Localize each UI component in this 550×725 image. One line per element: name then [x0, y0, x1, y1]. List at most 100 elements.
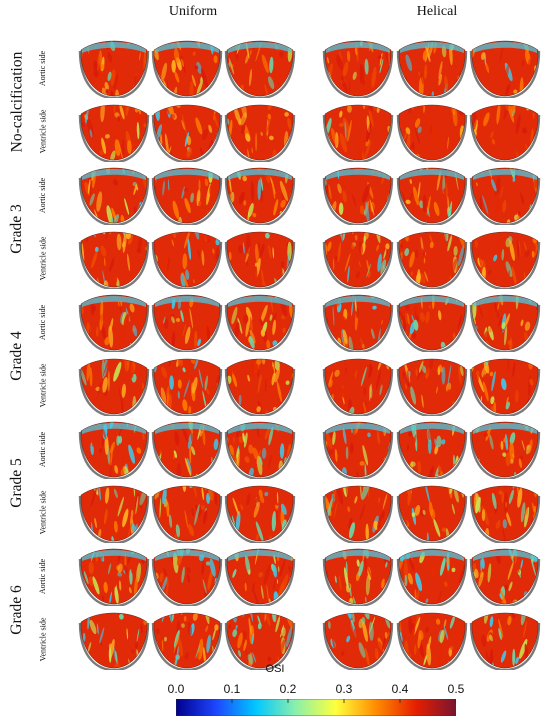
grade-label: No-calcification — [4, 38, 30, 165]
valve-leaflet — [224, 548, 296, 606]
valve-leaflet — [224, 421, 296, 479]
colorbar-title: OSI — [265, 663, 285, 675]
valve-leaflet — [469, 548, 541, 606]
header-helical: Helical — [416, 4, 458, 19]
colorbar-tick-label: 0.1 — [223, 682, 241, 696]
side-label: Aortic side — [32, 38, 54, 98]
grade-label: Grade 3 — [4, 165, 30, 292]
valve-leaflet — [469, 421, 541, 479]
valve-leaflet — [322, 231, 394, 289]
side-label: Aortic side — [32, 165, 54, 225]
side-label-text: Aortic side — [38, 304, 48, 340]
side-label-text: Aortic side — [38, 431, 48, 467]
valve-leaflet — [78, 104, 150, 162]
valve-leaflet — [396, 485, 468, 543]
side-label-text: Ventricle side — [38, 617, 48, 662]
valve-leaflet — [469, 231, 541, 289]
valve-leaflet — [151, 294, 223, 352]
valve-leaflet — [151, 421, 223, 479]
valve-leaflet — [78, 358, 150, 416]
valve-leaflet — [322, 612, 394, 670]
valve-leaflet — [322, 421, 394, 479]
grade-label-text: No-calcification — [8, 51, 26, 152]
grade-label: Grade 6 — [4, 546, 30, 673]
valve-leaflet — [469, 104, 541, 162]
valve-leaflet — [322, 548, 394, 606]
side-label: Ventricle side — [32, 483, 54, 543]
header-uniform: Uniform — [168, 4, 218, 19]
valve-leaflet — [322, 485, 394, 543]
valve-leaflet — [151, 358, 223, 416]
side-label: Ventricle side — [32, 229, 54, 289]
grade-label: Grade 5 — [4, 419, 30, 546]
side-label: Ventricle side — [32, 610, 54, 670]
valve-leaflet — [396, 167, 468, 225]
valve-leaflet — [78, 231, 150, 289]
valve-leaflet — [469, 294, 541, 352]
valve-leaflet — [224, 231, 296, 289]
valve-leaflet — [469, 485, 541, 543]
valve-leaflet — [322, 40, 394, 98]
valve-leaflet — [78, 548, 150, 606]
side-label-text: Aortic side — [38, 558, 48, 594]
valve-leaflet — [78, 612, 150, 670]
valve-leaflet — [151, 548, 223, 606]
colorbar-tick-label: 0.4 — [391, 682, 409, 696]
valve-leaflet — [224, 485, 296, 543]
valve-leaflet — [322, 167, 394, 225]
valve-leaflet — [322, 104, 394, 162]
valve-leaflet — [151, 104, 223, 162]
valve-leaflet — [224, 612, 296, 670]
valve-leaflet — [469, 40, 541, 98]
side-label: Aortic side — [32, 419, 54, 479]
colorbar-tick-label: 0.5 — [447, 682, 465, 696]
valve-leaflet — [78, 294, 150, 352]
colorbar-tick-label: 0.0 — [167, 682, 185, 696]
valve-leaflet — [396, 421, 468, 479]
valve-leaflet — [151, 612, 223, 670]
valve-leaflet — [469, 167, 541, 225]
valve-leaflet — [469, 358, 541, 416]
valve-leaflet — [396, 358, 468, 416]
valve-leaflet — [78, 421, 150, 479]
valve-leaflet — [396, 40, 468, 98]
valve-leaflet — [224, 104, 296, 162]
side-label: Ventricle side — [32, 356, 54, 416]
side-label-text: Ventricle side — [38, 236, 48, 281]
valve-leaflet — [78, 40, 150, 98]
valve-leaflet — [224, 294, 296, 352]
side-label: Aortic side — [32, 292, 54, 352]
valve-leaflet — [469, 612, 541, 670]
side-label: Aortic side — [32, 546, 54, 606]
valve-leaflet — [322, 358, 394, 416]
grade-label-text: Grade 5 — [8, 457, 25, 508]
valve-leaflet — [151, 485, 223, 543]
valve-leaflet — [151, 231, 223, 289]
colorbar-tick-label: 0.2 — [279, 682, 297, 696]
valve-leaflet — [396, 104, 468, 162]
valve-leaflet — [151, 167, 223, 225]
valve-leaflet — [322, 294, 394, 352]
side-label-text: Ventricle side — [38, 109, 48, 154]
grade-label-text: Grade 3 — [8, 203, 25, 254]
side-label: Ventricle side — [32, 102, 54, 162]
grade-label-text: Grade 6 — [8, 584, 25, 635]
valve-leaflet — [396, 548, 468, 606]
side-label-text: Aortic side — [38, 177, 48, 213]
side-label-text: Aortic side — [38, 50, 48, 86]
colorbar-tick-label: 0.3 — [335, 682, 353, 696]
valve-leaflet — [224, 167, 296, 225]
valve-leaflet — [396, 231, 468, 289]
valve-leaflet — [151, 40, 223, 98]
side-label-text: Ventricle side — [38, 363, 48, 408]
grade-label-text: Grade 4 — [8, 330, 25, 381]
valve-leaflet — [224, 358, 296, 416]
valve-leaflet — [396, 294, 468, 352]
valve-leaflet — [396, 612, 468, 670]
grade-label: Grade 4 — [4, 292, 30, 419]
valve-leaflet — [78, 167, 150, 225]
osi-colorbar — [176, 699, 456, 716]
valve-leaflet — [224, 40, 296, 98]
side-label-text: Ventricle side — [38, 490, 48, 535]
valve-leaflet — [78, 485, 150, 543]
